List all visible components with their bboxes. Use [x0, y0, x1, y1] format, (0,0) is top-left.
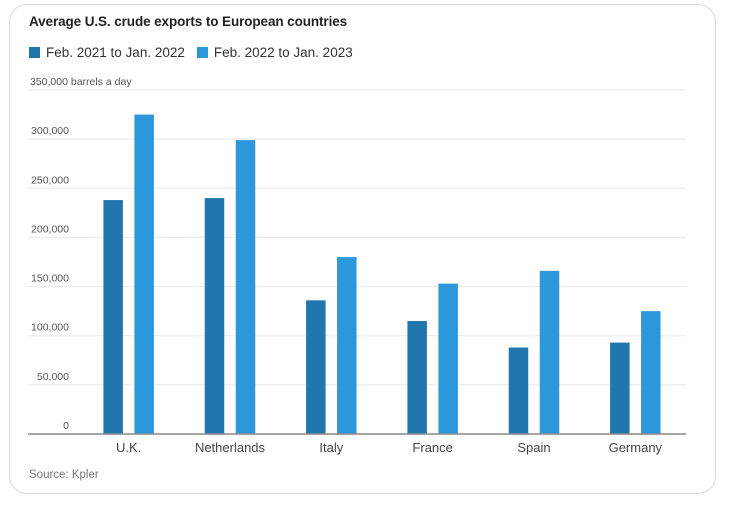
y-tick-label: 50,000	[37, 371, 69, 383]
chart-title: Average U.S. crude exports to European c…	[29, 14, 348, 29]
chart-card	[9, 4, 716, 494]
gridlines	[28, 89, 686, 386]
legend-label-series-1: Feb. 2021 to Jan. 2022	[46, 45, 185, 60]
bar-spain-series-2	[539, 270, 560, 434]
x-tick-label: Italy	[319, 440, 343, 455]
x-tick-label: Germany	[609, 440, 663, 455]
y-tick-label: 200,000	[31, 223, 69, 235]
bar-germany-series-1	[610, 342, 630, 434]
bar-france-series-1	[407, 320, 427, 434]
y-tick-label: 250,000	[31, 174, 69, 186]
bar-germany-series-2	[641, 311, 661, 434]
legend-item-series-2: Feb. 2022 to Jan. 2023	[196, 45, 353, 60]
x-tick-label: Spain	[517, 440, 550, 455]
x-axis-ticks: U.K. Netherlands Italy France Spain Germany	[116, 440, 663, 455]
bar-uk-series-2	[134, 114, 154, 435]
legend-item-series-1: Feb. 2021 to Jan. 2022	[29, 45, 185, 60]
x-tick-label: U.K.	[116, 440, 141, 455]
bar-netherlands-series-1	[204, 198, 225, 434]
bar-france-series-2	[438, 283, 458, 434]
legend-swatch-series-2	[196, 47, 208, 58]
x-tick-label: France	[412, 440, 452, 455]
legend-label-series-2: Feb. 2022 to Jan. 2023	[213, 45, 353, 60]
bars	[103, 114, 661, 435]
x-tick-label: Netherlands	[195, 440, 266, 455]
y-tick-label: 300,000	[31, 125, 69, 137]
y-tick-label: 150,000	[31, 273, 69, 285]
bar-uk-series-1	[103, 200, 123, 434]
y-tick-label: 350,000 barrels a day	[30, 76, 132, 88]
bar-netherlands-series-2	[235, 140, 256, 434]
bar-italy-series-1	[306, 300, 326, 434]
bar-spain-series-1	[508, 347, 529, 434]
y-tick-label: 100,000	[31, 322, 69, 334]
y-axis-ticks: 0 50,000 100,000 150,000 200,000 250,000 300,0…	[30, 76, 132, 432]
bar-italy-series-2	[337, 257, 357, 434]
source-note: Source: Kpler	[29, 469, 99, 481]
legend: Feb. 2021 to Jan. 2022 Feb. 2022 to Jan.…	[29, 45, 365, 60]
y-tick-label: 0	[63, 420, 69, 432]
legend-swatch-series-1	[29, 47, 40, 58]
